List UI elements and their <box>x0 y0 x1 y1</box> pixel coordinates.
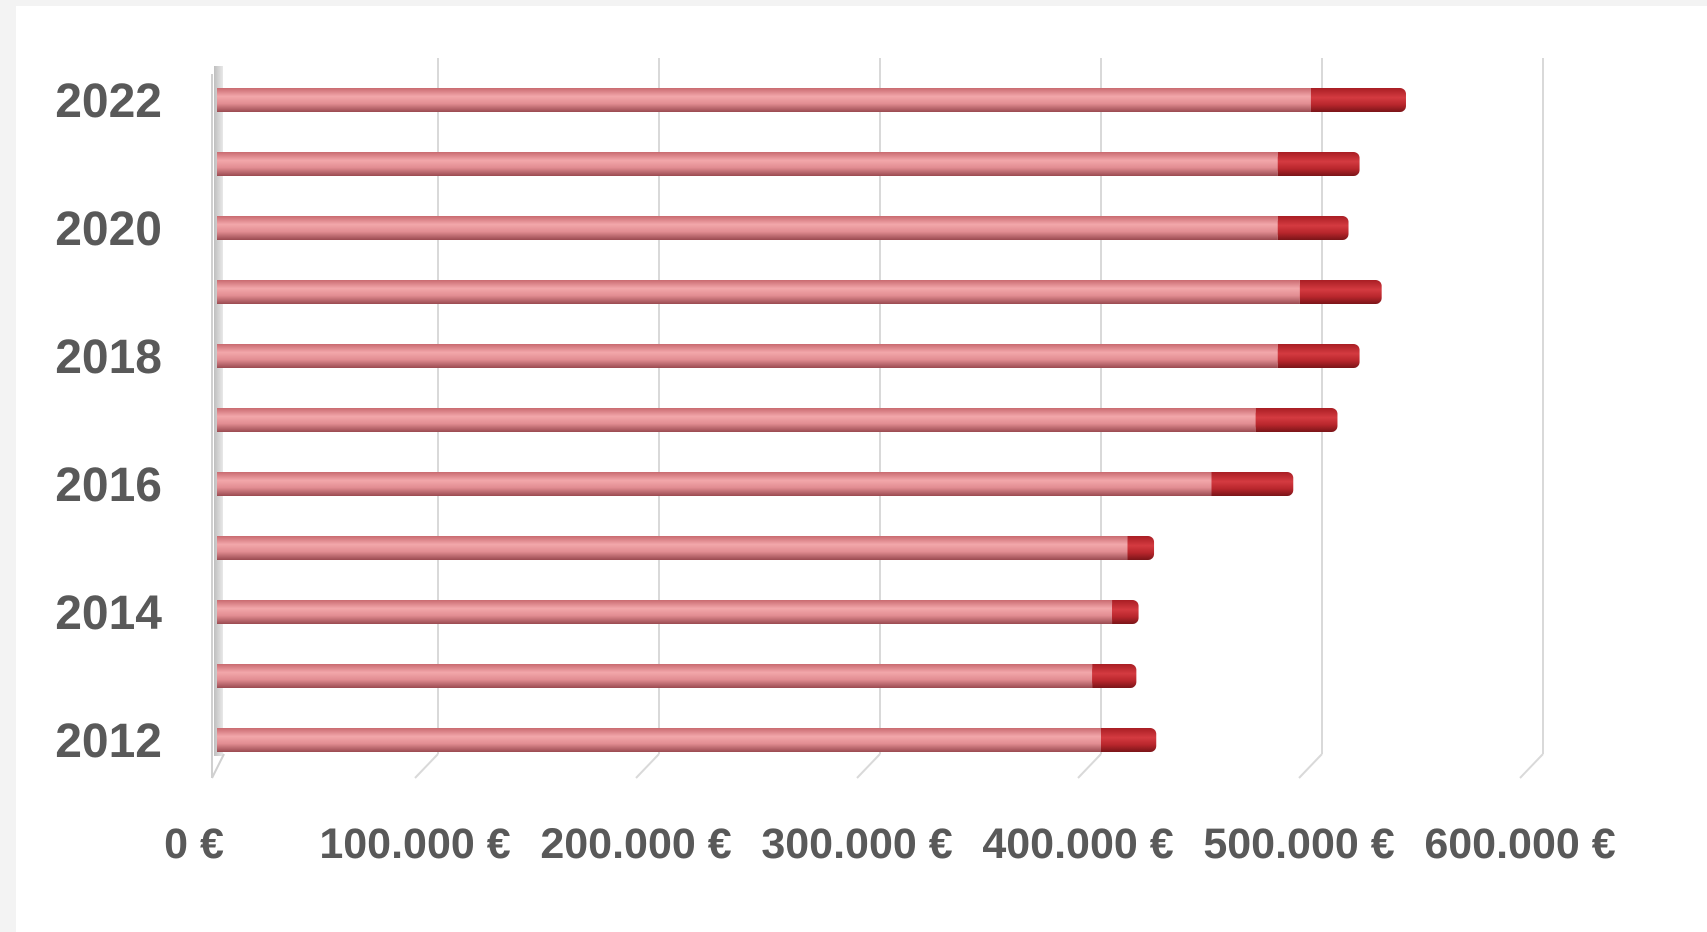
gridline-floor <box>1298 753 1323 779</box>
gridline-floor <box>1077 753 1102 779</box>
bar-top-join <box>1211 472 1220 496</box>
bar-base-2017 <box>217 408 1256 432</box>
y-label: 2022 <box>55 75 162 128</box>
bar-base-2019 <box>217 280 1300 304</box>
bar-top-join <box>1277 216 1286 240</box>
x-tick-label: 200.000 € <box>540 820 731 868</box>
bar-base-2020 <box>217 216 1278 240</box>
gridline-floor <box>414 753 439 779</box>
gridline-floor <box>856 753 881 779</box>
y-label: 2018 <box>55 331 162 384</box>
x-tick-label: 100.000 € <box>319 820 510 868</box>
bar-base-2013 <box>217 664 1093 688</box>
bar-top-join <box>1127 536 1136 560</box>
bar-top-join <box>1112 600 1121 624</box>
x-tick-label: 400.000 € <box>982 820 1173 868</box>
bar-top-join <box>1299 280 1308 304</box>
bar-top-join <box>1101 728 1109 752</box>
bar-top-2021 <box>1277 152 1360 176</box>
bar-top-2022 <box>1310 88 1406 112</box>
x-tick-label: 300.000 € <box>761 820 952 868</box>
x-tick-label: 0 € <box>164 820 224 868</box>
bar-base-2022 <box>217 88 1311 112</box>
y-label: 2020 <box>55 203 162 256</box>
bar-base-2021 <box>217 152 1278 176</box>
x-tick-label: 600.000 € <box>1424 820 1615 868</box>
bar-base-2016 <box>217 472 1212 496</box>
bar-top-join <box>1277 152 1286 176</box>
bar-top-join <box>1310 88 1319 112</box>
y-axis-labels: 2012 2014 2016 2018 2020 2022 <box>55 75 162 768</box>
axis-floor <box>211 753 225 779</box>
bar-top-join <box>1092 664 1101 688</box>
bar-base-2018 <box>217 344 1278 368</box>
bar-top-2012 <box>1101 728 1157 752</box>
gridline-floor <box>1519 753 1544 779</box>
bar-base-2015 <box>217 536 1128 560</box>
bar-top-2016 <box>1211 472 1294 496</box>
x-axis-labels: 0 € 100.000 € 200.000 € 300.000 € 400.000 € 5… <box>164 820 1616 868</box>
bar-base-2012 <box>217 728 1101 752</box>
x-tick-label: 500.000 € <box>1203 820 1394 868</box>
bar-top-2013 <box>1092 664 1137 688</box>
y-label: 2012 <box>55 715 162 768</box>
bars <box>217 88 1406 752</box>
bar-top-2018 <box>1277 344 1360 368</box>
bar-top-2017 <box>1255 408 1338 432</box>
y-label: 2014 <box>55 587 162 640</box>
y-label: 2016 <box>55 459 162 512</box>
bar-top-2020 <box>1277 216 1349 240</box>
gridline-floor <box>635 753 660 779</box>
bar-top-join <box>1277 344 1286 368</box>
bar-top-2019 <box>1299 280 1382 304</box>
bar-base-2014 <box>217 600 1113 624</box>
bar-top-join <box>1255 408 1264 432</box>
